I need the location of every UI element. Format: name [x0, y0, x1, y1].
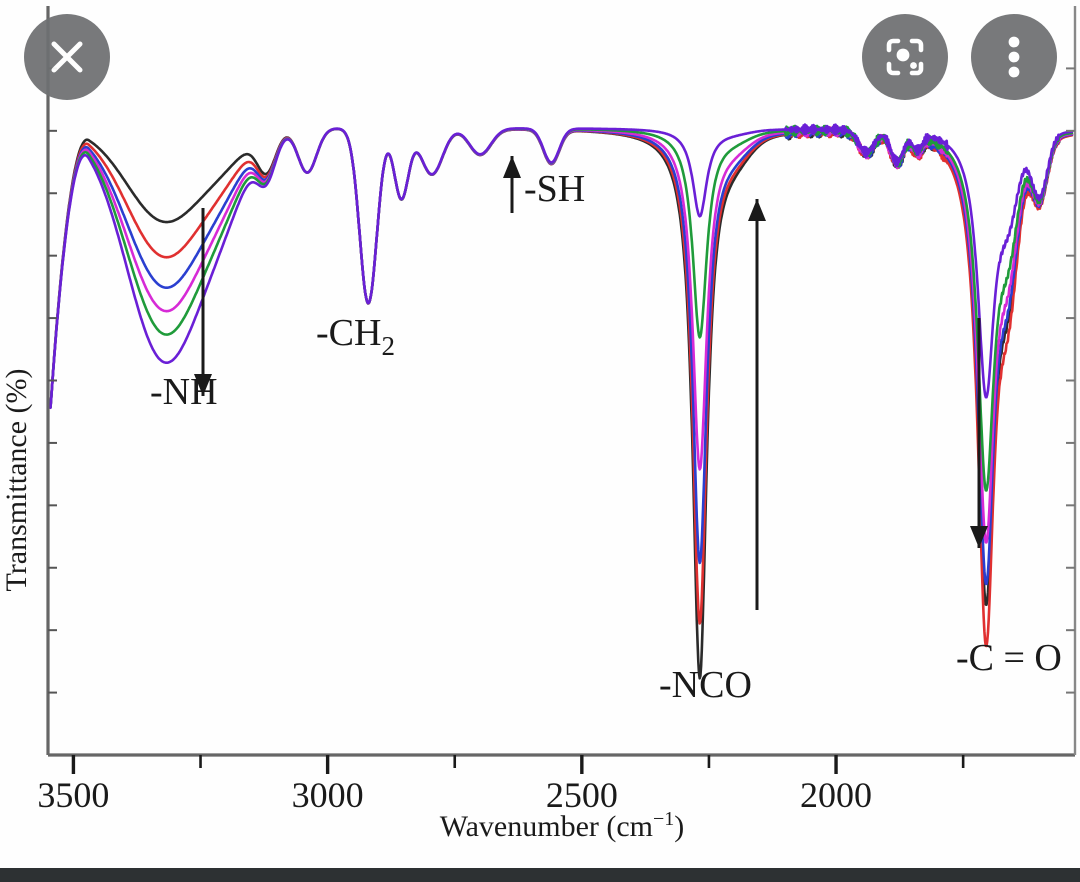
annotation-co: -C = O	[956, 637, 1062, 679]
close-button[interactable]	[24, 14, 110, 100]
spectra-curves	[49, 123, 1074, 680]
arrow-head	[194, 374, 212, 396]
x-axis-label: Wavenumber (cm−1)	[440, 808, 685, 843]
y-axis-label: Transmittance (%)	[0, 368, 33, 591]
x-axis-tick-label: 2500	[546, 775, 618, 815]
annotation-arrow	[748, 199, 766, 610]
google-lens-button[interactable]	[862, 14, 948, 100]
annotation-arrow	[503, 156, 521, 213]
spectrum-line	[49, 123, 1074, 410]
annotation-arrow	[194, 208, 212, 396]
annotation-ch2: -CH2	[316, 312, 395, 361]
chart-annotations: -NH-CH2-SH-NCO-C = O	[150, 156, 1062, 706]
more-options-icon	[1008, 36, 1020, 78]
google-lens-icon	[886, 38, 924, 76]
close-icon	[51, 41, 83, 73]
x-axis-tick-label: 2000	[800, 775, 872, 815]
arrow-head	[970, 526, 988, 548]
system-navigation-bar	[0, 868, 1080, 882]
arrow-head	[503, 156, 521, 178]
x-axis-tick-label: 3000	[292, 775, 364, 815]
annotation-nco: -NCO	[659, 664, 752, 706]
arrow-head	[748, 199, 766, 221]
annotation-arrow	[970, 318, 988, 548]
annotation-sh: -SH	[524, 168, 585, 210]
x-axis-tick-label: 3500	[37, 775, 109, 815]
chart-axes: 3500 3000 2500 2000	[37, 6, 1077, 815]
more-options-button[interactable]	[971, 14, 1057, 100]
